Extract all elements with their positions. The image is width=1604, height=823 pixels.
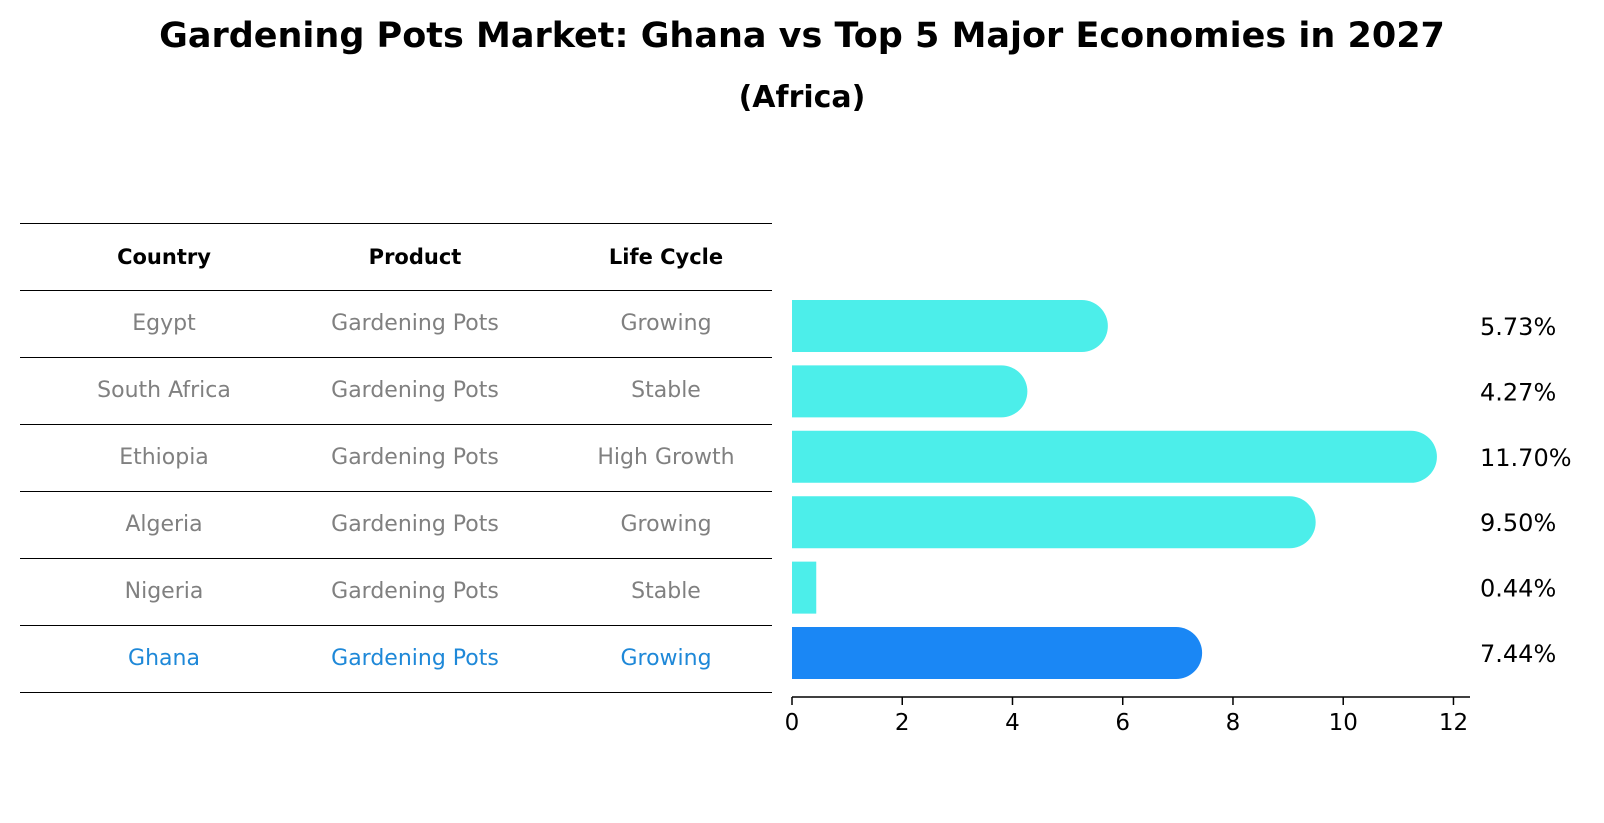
bar-south-africa xyxy=(792,365,1028,418)
x-tick-label: 8 xyxy=(1226,710,1241,736)
life-cycle-cell: Growing xyxy=(620,512,712,537)
product-cell: Gardening Pots xyxy=(331,445,499,470)
x-tick-label: 4 xyxy=(1005,710,1020,736)
bar-algeria xyxy=(792,496,1316,549)
chart-subtitle: (Africa) xyxy=(738,80,866,115)
data-label: 9.50% xyxy=(1480,509,1556,537)
table-row-highlight: Ghana Gardening Pots Growing xyxy=(20,626,772,693)
bar-ghana xyxy=(792,627,1203,679)
life-cycle-cell: Growing xyxy=(620,646,712,671)
data-label: 11.70% xyxy=(1480,444,1572,472)
bar-egypt xyxy=(792,300,1108,352)
product-cell: Gardening Pots xyxy=(331,378,499,403)
table-row: Egypt Gardening Pots Growing xyxy=(20,291,772,358)
country-cell: South Africa xyxy=(97,378,231,403)
data-label: 5.73% xyxy=(1480,313,1556,341)
chart-title: Gardening Pots Market: Ghana vs Top 5 Ma… xyxy=(159,16,1445,56)
table-row: South Africa Gardening Pots Stable xyxy=(20,358,772,425)
x-tick-label: 2 xyxy=(895,710,910,736)
product-cell: Gardening Pots xyxy=(331,646,499,671)
x-tick-label: 6 xyxy=(1115,710,1130,736)
bar-nigeria xyxy=(792,561,817,614)
table-row: Algeria Gardening Pots Growing xyxy=(20,492,772,559)
product-cell: Gardening Pots xyxy=(331,512,499,537)
data-label: 0.44% xyxy=(1480,575,1556,603)
life-cycle-cell: Stable xyxy=(631,579,701,604)
header-life-cycle: Life Cycle xyxy=(608,245,724,269)
data-table: Country Product Life Cycle Egypt Gardeni… xyxy=(20,223,772,693)
country-cell: Ghana xyxy=(128,646,200,671)
life-cycle-cell: Stable xyxy=(631,378,701,403)
table-row: Nigeria Gardening Pots Stable xyxy=(20,559,772,626)
data-label: 7.44% xyxy=(1480,640,1556,668)
table-header-row: Country Product Life Cycle xyxy=(20,223,772,291)
x-tick-label: 10 xyxy=(1329,710,1358,736)
product-cell: Gardening Pots xyxy=(331,311,499,336)
life-cycle-cell: High Growth xyxy=(597,445,735,470)
country-cell: Algeria xyxy=(125,512,203,537)
table-row: Ethiopia Gardening Pots High Growth xyxy=(20,425,772,492)
header-country: Country xyxy=(117,245,211,269)
country-cell: Ethiopia xyxy=(119,445,209,470)
product-cell: Gardening Pots xyxy=(331,579,499,604)
bar-ethiopia xyxy=(792,430,1437,483)
header-product: Product xyxy=(368,245,462,269)
country-cell: Nigeria xyxy=(124,579,204,604)
x-tick-label: 12 xyxy=(1439,710,1468,736)
x-tick-label: 0 xyxy=(785,710,800,736)
country-cell: Egypt xyxy=(132,311,196,336)
life-cycle-cell: Growing xyxy=(620,311,712,336)
data-label: 4.27% xyxy=(1480,378,1556,406)
